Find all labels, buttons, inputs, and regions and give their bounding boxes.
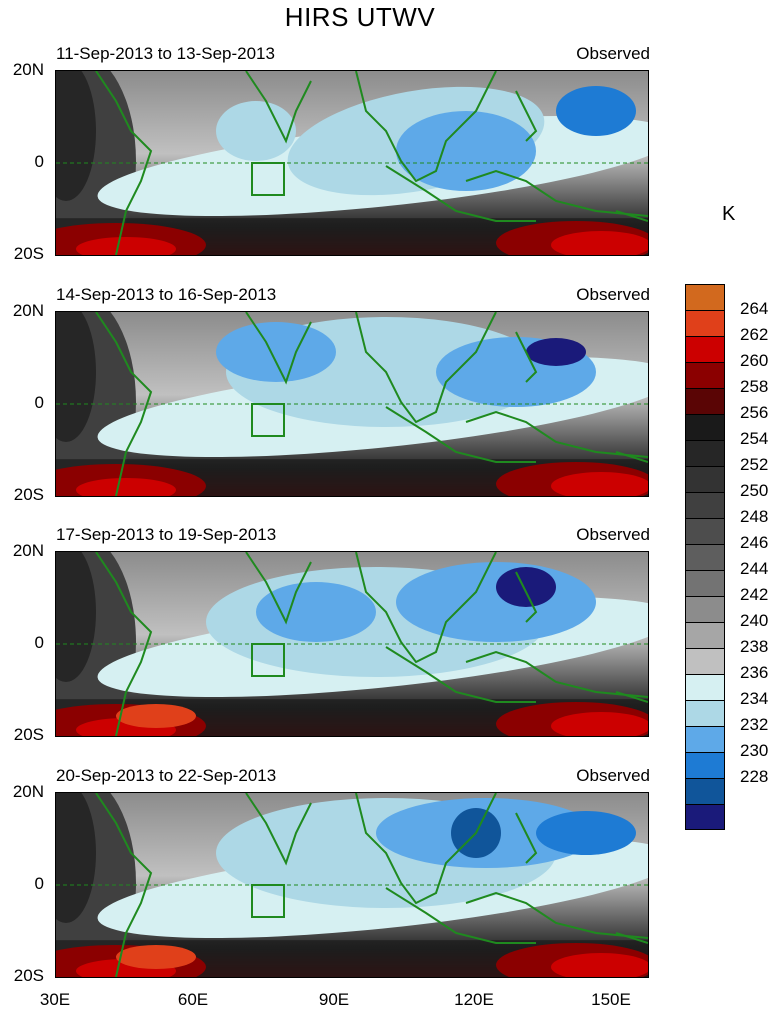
colorbar-swatch bbox=[685, 778, 725, 804]
colorbar-label: 230 bbox=[740, 741, 769, 760]
colorbar-unit: K bbox=[722, 203, 736, 225]
colorbar-label: 258 bbox=[740, 377, 769, 396]
colorbar-swatch bbox=[685, 466, 725, 492]
colorbar-swatch bbox=[685, 700, 725, 726]
map-panel-1: 11-Sep-2013 to 13-Sep-2013 Observed 20N … bbox=[0, 44, 680, 289]
colorbar-label: 246 bbox=[740, 533, 769, 552]
colorbar-label: 252 bbox=[740, 455, 769, 474]
utwv-map bbox=[55, 792, 649, 978]
x-tick-150e: 150E bbox=[591, 990, 631, 1009]
panel-label: Observed bbox=[576, 766, 650, 785]
map-panel-3: 17-Sep-2013 to 19-Sep-2013 Observed 20N … bbox=[0, 525, 680, 770]
y-tick-20s: 20S bbox=[13, 485, 44, 504]
map-panel-2: 14-Sep-2013 to 16-Sep-2013 Observed 20N … bbox=[0, 285, 680, 530]
colorbar-swatch bbox=[685, 284, 725, 310]
colorbar-label: 248 bbox=[740, 507, 769, 526]
panel-label: Observed bbox=[576, 44, 650, 63]
colorbar-swatch bbox=[685, 310, 725, 336]
colorbar-label: 234 bbox=[740, 689, 769, 708]
panel-date-range: 20-Sep-2013 to 22-Sep-2013 bbox=[56, 766, 277, 785]
utwv-map bbox=[55, 70, 649, 256]
colorbar-label: 242 bbox=[740, 585, 769, 604]
figure-title: HIRS UTWV bbox=[284, 2, 436, 32]
panel-date-range: 17-Sep-2013 to 19-Sep-2013 bbox=[56, 525, 277, 544]
colorbar-label: 238 bbox=[740, 637, 769, 656]
y-tick-20s: 20S bbox=[13, 244, 44, 263]
x-tick-90e: 90E bbox=[318, 990, 350, 1009]
colorbar-label: 228 bbox=[740, 767, 769, 786]
y-tick-0: 0 bbox=[34, 874, 44, 893]
colorbar-label: 264 bbox=[740, 299, 769, 318]
x-tick-30e: 30E bbox=[39, 990, 71, 1009]
colorbar-swatch bbox=[685, 570, 725, 596]
colorbar-swatch bbox=[685, 336, 725, 362]
y-tick-0: 0 bbox=[34, 393, 44, 412]
colorbar-label: 260 bbox=[740, 351, 769, 370]
colorbar-swatch bbox=[685, 440, 725, 466]
panel-label: Observed bbox=[576, 525, 650, 544]
y-tick-20n: 20N bbox=[12, 541, 44, 560]
y-tick-20s: 20S bbox=[13, 966, 44, 985]
utwv-map bbox=[55, 551, 649, 737]
panel-date-range: 11-Sep-2013 to 13-Sep-2013 bbox=[56, 44, 275, 63]
y-tick-0: 0 bbox=[34, 633, 44, 652]
colorbar-swatch bbox=[685, 544, 725, 570]
colorbar-swatch bbox=[685, 804, 725, 830]
colorbar-label: 240 bbox=[740, 611, 769, 630]
y-tick-20n: 20N bbox=[12, 60, 44, 79]
colorbar-swatch bbox=[685, 674, 725, 700]
panel-label: Observed bbox=[576, 285, 650, 304]
panel-date-range: 14-Sep-2013 to 16-Sep-2013 bbox=[56, 285, 277, 304]
colorbar-label: 262 bbox=[740, 325, 769, 344]
colorbar-label: 232 bbox=[740, 715, 769, 734]
colorbar-label: 250 bbox=[740, 481, 769, 500]
map-panel-4: 20-Sep-2013 to 22-Sep-2013 Observed 20N … bbox=[0, 766, 680, 1011]
colorbar-swatch bbox=[685, 388, 725, 414]
colorbar-label: 254 bbox=[740, 429, 769, 448]
x-tick-60e: 60E bbox=[177, 990, 209, 1009]
colorbar-swatch bbox=[685, 596, 725, 622]
colorbar-swatch bbox=[685, 622, 725, 648]
y-tick-0: 0 bbox=[34, 152, 44, 171]
colorbar-label: 236 bbox=[740, 663, 769, 682]
x-tick-120e: 120E bbox=[454, 990, 494, 1009]
colorbar-swatch bbox=[685, 362, 725, 388]
colorbar-swatch bbox=[685, 648, 725, 674]
colorbar-label: 244 bbox=[740, 559, 769, 578]
colorbar-swatch bbox=[685, 414, 725, 440]
y-tick-20n: 20N bbox=[12, 301, 44, 320]
colorbar bbox=[685, 284, 727, 830]
colorbar-swatch bbox=[685, 726, 725, 752]
colorbar-swatch bbox=[685, 518, 725, 544]
colorbar-swatch bbox=[685, 492, 725, 518]
colorbar-label: 256 bbox=[740, 403, 769, 422]
utwv-map bbox=[55, 311, 649, 497]
y-tick-20s: 20S bbox=[13, 725, 44, 744]
y-tick-20n: 20N bbox=[12, 782, 44, 801]
colorbar-swatch bbox=[685, 752, 725, 778]
